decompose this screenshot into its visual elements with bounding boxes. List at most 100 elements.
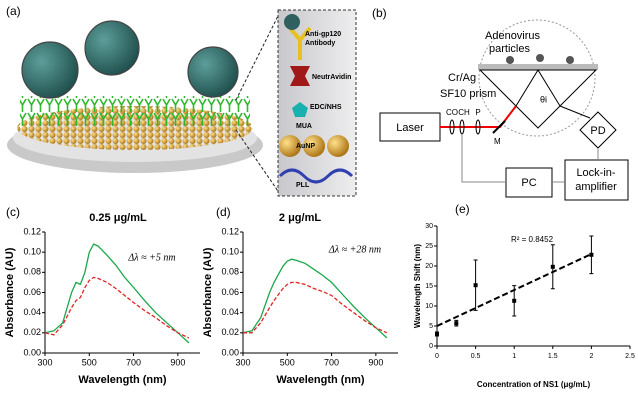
- y-axis-label: Absorbance (AU): [4, 247, 16, 337]
- spectrum-line: [44, 243, 190, 344]
- panel-label: (e): [455, 202, 470, 216]
- antibody-icon: [288, 26, 312, 60]
- y-tick-label: 0.06: [23, 287, 41, 297]
- x-tick-label: 0: [435, 353, 439, 360]
- zoom-line: [235, 129, 281, 195]
- mirror-label: M: [494, 137, 501, 146]
- metal-film: [478, 64, 598, 70]
- y-tick-label: 0.08: [221, 267, 239, 277]
- y-tick-label: 0.08: [23, 267, 41, 277]
- y-tick-label: 30: [425, 223, 433, 230]
- film-label: Cr/Ag: [448, 72, 476, 84]
- detector-label: PD: [590, 125, 605, 137]
- x-tick-label: 900: [170, 357, 185, 367]
- data-point: [454, 321, 459, 326]
- panel-label: (a): [6, 4, 21, 18]
- panel-label: (c): [6, 205, 20, 219]
- reflected-beam: [559, 105, 591, 119]
- y-tick-label: 0.04: [221, 307, 239, 317]
- sample-label: particles: [489, 43, 530, 55]
- x-tick-label: 2.5: [625, 353, 635, 360]
- x-tick-label: 500: [280, 357, 295, 367]
- x-tick-label: 0.5: [471, 353, 481, 360]
- annotation: R² = 0.8452: [511, 235, 554, 244]
- sample-label: Adenovirus: [485, 30, 541, 42]
- zoom-circle: [478, 19, 596, 137]
- y-tick-label: 0.00: [23, 347, 41, 357]
- laser-label: Laser: [396, 122, 424, 134]
- zoom-line: [235, 11, 281, 101]
- angle-label: θi: [540, 94, 547, 104]
- y-tick-label: 0.10: [221, 247, 239, 257]
- prism-label: SF10 prism: [440, 88, 496, 100]
- y-tick-label: 5: [429, 323, 433, 330]
- y-tick-label: 0.02: [23, 327, 41, 337]
- layer-label: PLL: [296, 182, 310, 189]
- pll-icon: [278, 168, 354, 184]
- amplifier-label: Lock-in-: [576, 167, 615, 179]
- y-axis-label: Absorbance (AU): [202, 247, 214, 337]
- inset: [277, 9, 357, 197]
- spectrum-line: [44, 276, 190, 339]
- layer-label: NeutrAvidin: [312, 74, 351, 81]
- spectrum-line: [242, 258, 388, 339]
- y-tick-label: 25: [425, 243, 433, 250]
- data-point: [550, 264, 555, 269]
- optic-label: CH: [458, 108, 470, 117]
- data-point: [473, 283, 478, 288]
- y-tick-label: 0.12: [23, 226, 41, 236]
- y-axis-label: Wavelength Shift (nm): [413, 244, 422, 328]
- panel-a: (a) Anti-gp120 Antibody NeutrAvidin EDC/…: [6, 4, 357, 197]
- pc-box: [505, 167, 553, 198]
- layer-label: AuNP: [296, 143, 315, 150]
- layer-label: MUA: [296, 123, 312, 130]
- x-axis-label: Concentration of NS1 (μg/mL): [477, 380, 591, 389]
- x-axis-label: Wavelength (nm): [78, 374, 167, 386]
- mirror: [492, 120, 506, 134]
- panel-label: (d): [216, 205, 231, 219]
- optic-label: CO: [446, 108, 458, 117]
- y-tick-label: 0.06: [221, 287, 239, 297]
- aunp-icons: [279, 135, 349, 157]
- linker-icon: [292, 102, 308, 117]
- data-point: [589, 252, 594, 257]
- y-tick-label: 0.12: [221, 226, 239, 236]
- x-tick-label: 1.5: [548, 353, 558, 360]
- amplifier-label: amplifier: [575, 181, 617, 193]
- data-point: [512, 298, 517, 303]
- x-tick-label: 300: [37, 357, 52, 367]
- y-tick-label: 0.04: [23, 307, 41, 317]
- x-tick-label: 2: [589, 353, 593, 360]
- spectrum-line: [243, 281, 388, 334]
- y-tick-label: 20: [425, 263, 433, 270]
- chart-title: 2 μg/mL: [279, 212, 321, 224]
- virus-particles: [21, 20, 239, 99]
- y-tick-label: 0.00: [221, 347, 239, 357]
- y-tick-label: 15: [425, 283, 433, 290]
- optic-label: P: [475, 108, 480, 117]
- x-tick-label: 700: [324, 357, 339, 367]
- y-tick-label: 0.10: [23, 247, 41, 257]
- layer-label: EDC/NHS: [310, 104, 342, 111]
- x-tick-label: 700: [126, 357, 141, 367]
- antibodies: [20, 96, 250, 126]
- x-tick-label: 500: [82, 357, 97, 367]
- x-tick-label: 1: [512, 353, 516, 360]
- x-tick-label: 900: [368, 357, 383, 367]
- chart-title: 0.25 μg/mL: [89, 212, 147, 224]
- y-tick-label: 0.02: [221, 327, 239, 337]
- prism: [478, 69, 598, 129]
- panel-label: (b): [372, 6, 387, 20]
- annotation: Δλ ≈ +5 nm: [127, 252, 175, 263]
- amplifier-box: [564, 159, 629, 201]
- x-axis-label: Wavelength (nm): [276, 374, 365, 386]
- laser-box: [379, 112, 441, 142]
- y-tick-label: 10: [425, 303, 433, 310]
- beam-path: [515, 69, 561, 107]
- pc-label: PC: [521, 177, 536, 189]
- virus-icon: [284, 14, 300, 30]
- panel-b: (b) Adenovirus particles Cr/Ag SF10 pris…: [372, 6, 629, 201]
- data-point: [435, 332, 439, 336]
- layer-label: Anti-gp120: [305, 31, 341, 38]
